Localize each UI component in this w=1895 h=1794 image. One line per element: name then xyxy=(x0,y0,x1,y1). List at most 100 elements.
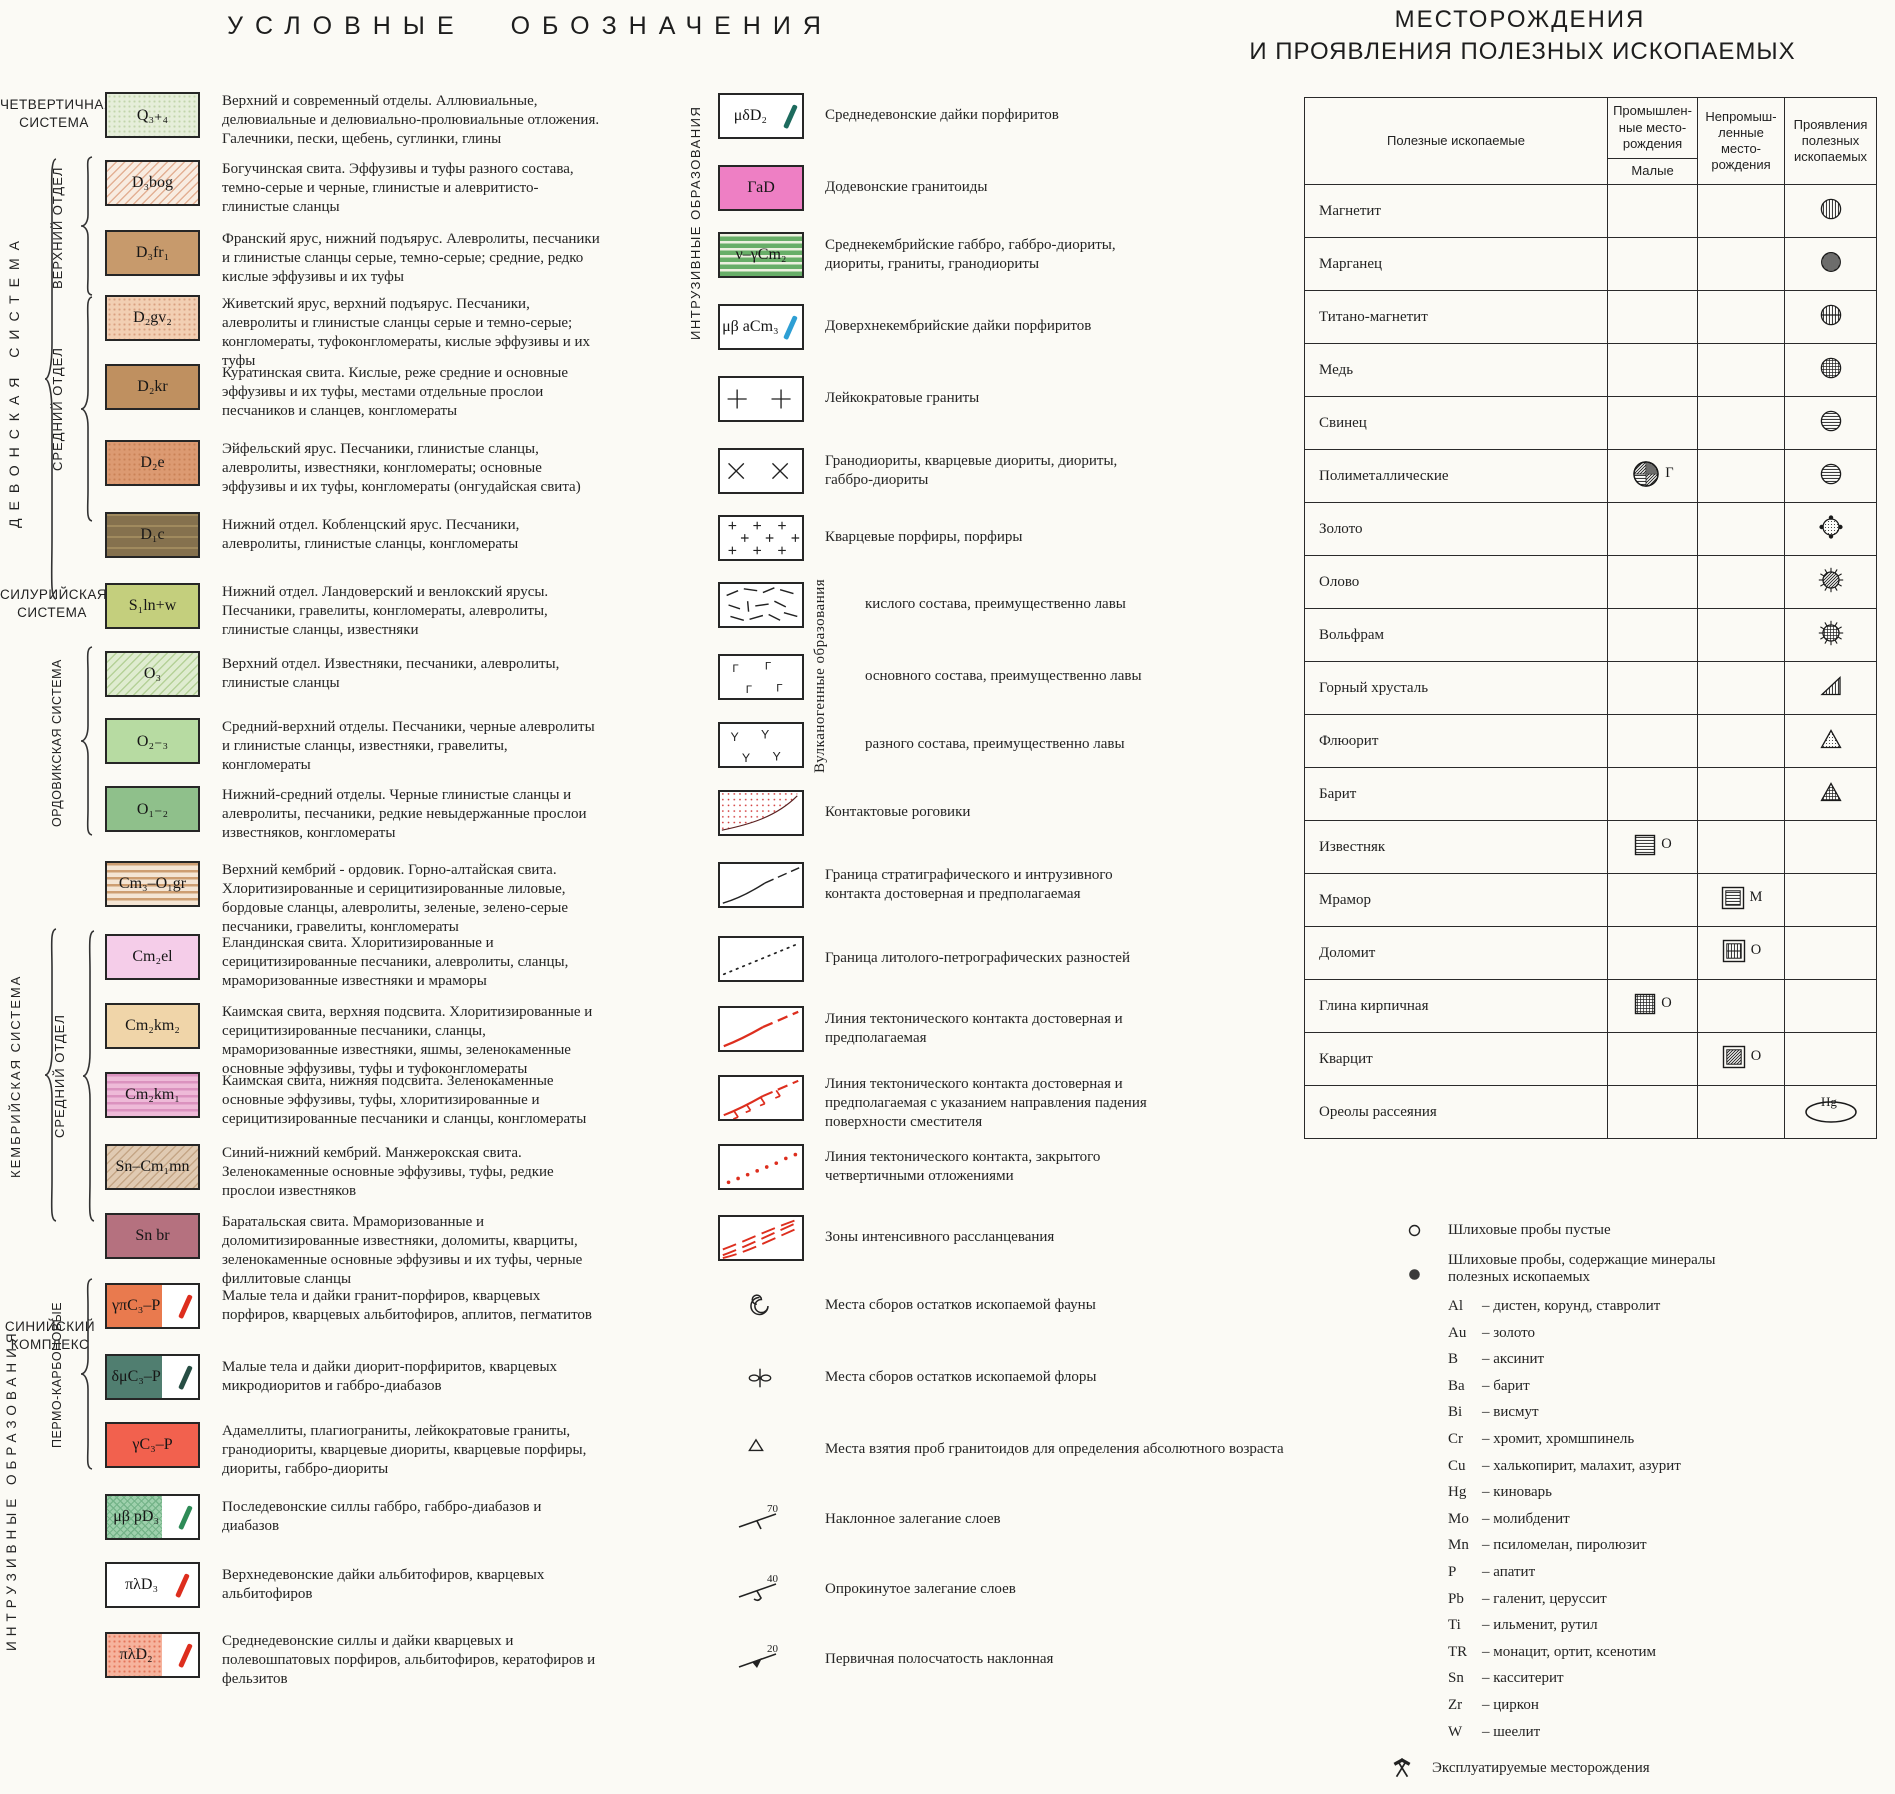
mineral-symbol-square-grid: О xyxy=(1633,992,1672,1016)
mineral-name: Марганец xyxy=(1304,237,1608,291)
abbreviation-row: Mn – псиломелан, пиролюзит xyxy=(1448,1537,1647,1554)
abbreviation-desc: монацит, ортит, ксенотим xyxy=(1493,1643,1657,1660)
mineral-symbol-circle-vlines-band xyxy=(1819,303,1843,327)
group-label-sinian: СИНИЙСКИЙ КОМПЛЕКС xyxy=(4,1319,96,1353)
abbreviation-code: Sn xyxy=(1448,1670,1464,1687)
group-label-mid_intrusive: ИНТРУЗИВНЫЕ ОБРАЗОВАНИЯ xyxy=(688,105,703,341)
abbreviation-code: P xyxy=(1448,1564,1457,1580)
abbreviation-row: Mo – молибденит xyxy=(1448,1511,1570,1528)
symbol-description: Места взятия проб гранитоидов для опреде… xyxy=(825,1441,1284,1458)
mineral-name: Медь xyxy=(1304,343,1608,397)
group-label-quaternary: ЧЕТВЕРТИЧНАЯ СИСТЕМА xyxy=(0,97,115,131)
strat-description: Верхний и современный отделы. Аллювиальн… xyxy=(222,93,600,148)
abbreviation-desc: шеелит xyxy=(1493,1723,1541,1740)
symbol-description: Контактовые роговики xyxy=(825,804,971,821)
abbreviation-row: TR – монацит, ортит, ксенотим xyxy=(1448,1644,1656,1661)
swatch-fill xyxy=(107,1634,162,1676)
abbreviation-code: Ba xyxy=(1448,1377,1465,1394)
strat-swatch-13: Cm₂km₂ xyxy=(105,1003,200,1049)
mineral-name: Горный хрусталь xyxy=(1304,661,1608,715)
exploited-deposits-label: Эксплуатируемые месторождения xyxy=(1432,1760,1650,1776)
abbreviation-code: Hg xyxy=(1448,1484,1467,1501)
deposits-table: Полезные ископаемые Промышлен- ные место… xyxy=(1304,97,1877,1139)
abbreviation-row: B – аксинит xyxy=(1448,1351,1544,1368)
swatch-code: Cm₂km₁ xyxy=(125,1086,180,1103)
mineral-symbol-circle-hlines xyxy=(1819,462,1843,486)
swatch-code: D₁c xyxy=(140,526,165,543)
abbreviation-row: Ti – ильменит, рутил xyxy=(1448,1617,1598,1634)
swatch-code: Q₃₊₄ xyxy=(136,107,169,124)
strat-description: Куратинская свита. Кислые, реже средние … xyxy=(222,365,568,420)
abbreviation-desc: дистен, корунд, ставролит xyxy=(1493,1298,1661,1314)
brace-icon xyxy=(80,296,94,522)
strat-swatch-22: πλD₂ xyxy=(105,1632,200,1678)
swatch-code: ГаD xyxy=(747,179,775,196)
strat-description: Богучинская свита. Эффузивы и туфы разно… xyxy=(222,161,574,216)
mineral-name: Вольфрам xyxy=(1304,608,1608,662)
svg-text:Г: Г xyxy=(746,684,752,696)
strat-swatch-3: D₂gv₂ xyxy=(105,295,200,341)
flora-icon xyxy=(748,1366,772,1390)
abbreviation-desc: аксинит xyxy=(1493,1351,1545,1368)
swatch-code: πλD₂ xyxy=(119,1646,153,1663)
strat-description: Верхний отдел. Известняки, песчаники, ал… xyxy=(222,655,560,691)
swatch-code: μβ аCm₃ xyxy=(722,318,779,335)
dike-slash-icon xyxy=(782,104,797,129)
abbreviation-dash: – xyxy=(1482,1670,1494,1687)
abbreviation-code: Zr xyxy=(1448,1697,1463,1713)
abbreviation-desc: касситерит xyxy=(1493,1670,1564,1687)
strat-description: Синий-нижний кембрий. Манжерокская свита… xyxy=(222,1145,554,1200)
abbreviation-desc: барит xyxy=(1493,1377,1530,1394)
symbol-box-dottedBlack xyxy=(718,936,804,982)
abbreviation-desc: хромит, хромшпинель xyxy=(1493,1431,1635,1447)
abbreviation-row: Cu – халькопирит, малахит, азурит xyxy=(1448,1458,1681,1475)
abbreviation-dash: – xyxy=(1482,1617,1494,1634)
dipOverturned-icon: 40 xyxy=(736,1573,784,1603)
abbreviation-dash: – xyxy=(1482,1643,1494,1660)
crossed-hammers-icon xyxy=(1390,1756,1414,1780)
mineral-name: Известняк xyxy=(1304,820,1608,874)
svg-text:Y: Y xyxy=(742,751,750,765)
swatch-code: O₃ xyxy=(143,665,162,682)
swatch-code: Sn br xyxy=(135,1227,170,1244)
deposits-title-line1: МЕСТОРОЖДЕНИЯ xyxy=(1394,6,1646,33)
symbol-box-dashes xyxy=(718,582,804,628)
symbol-description: Наклонное залегание слоев xyxy=(825,1511,1001,1528)
col-header-industrial: Промышлен- ные место- рождения xyxy=(1607,97,1698,159)
symbol-box-stripes: ν–γCm₂ xyxy=(718,232,804,278)
strat-description: Среднедевонские силлы и дайки кварцевых … xyxy=(222,1633,596,1688)
deposits-table-grid: Полезные ископаемые Промышлен- ные место… xyxy=(1304,97,1877,1139)
symbol-box-plus2 xyxy=(718,376,804,422)
strat-description: Малые тела и дайки гранит-порфиров, квар… xyxy=(222,1287,593,1323)
strat-description: Каимская свита, нижняя подсвита. Зеленок… xyxy=(222,1073,587,1128)
abbreviation-row: W – шеелит xyxy=(1448,1724,1540,1741)
symbol-description: Места сборов остатков ископаемой фауны xyxy=(825,1297,1096,1314)
col-subheader-small: Малые xyxy=(1607,157,1698,186)
mineral-symbol-square-hlines: О xyxy=(1633,833,1672,857)
strat-description: Верхнедевонские дайки альбитофиров, квар… xyxy=(222,1566,545,1602)
strat-swatch-8: O₃ xyxy=(105,651,200,697)
symbol-letter: Г xyxy=(1665,465,1674,481)
abbreviation-code: Mn xyxy=(1448,1537,1469,1554)
mineral-symbol-rtriangle-vlines xyxy=(1819,674,1843,698)
mineral-name: Кварцит xyxy=(1304,1032,1608,1086)
symbol-letter: О xyxy=(1750,942,1762,958)
strat-description: Верхний кембрий - ордовик. Горно-алтайск… xyxy=(222,862,569,936)
abbreviation-desc: циркон xyxy=(1493,1697,1539,1713)
brace-icon xyxy=(44,928,58,1222)
abbreviation-row: Au – золото xyxy=(1448,1325,1535,1342)
abbreviation-dash: – xyxy=(1482,1377,1494,1394)
abbreviation-row: Hg – киноварь xyxy=(1448,1484,1552,1501)
swatch-code: δμC₃–P xyxy=(111,1368,161,1385)
symbol-description: Среднекембрийские габбро, габбро-диориты… xyxy=(825,236,1116,272)
strat-description: Нижний отдел. Ландоверский и венлокский … xyxy=(222,584,549,639)
mineral-name: Барит xyxy=(1304,767,1608,821)
strat-description: Эйфельский ярус. Песчаники, глинистые сл… xyxy=(222,441,581,496)
mineral-symbol-circle-hlines xyxy=(1819,409,1843,433)
symbol-description: кислого состава, преимущественно лавы xyxy=(865,596,1126,613)
symbol-box-lineRedTicks xyxy=(718,1075,804,1121)
symbol-description: Гранодиориты, кварцевые диориты, диориты… xyxy=(825,452,1118,488)
symbol-box-plusSmall xyxy=(718,515,804,561)
